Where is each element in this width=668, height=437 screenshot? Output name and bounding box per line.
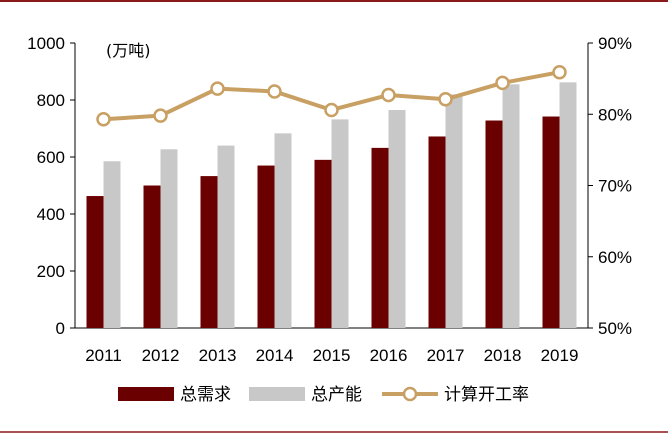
bar-total-capacity xyxy=(388,109,406,328)
left-tick-label: 0 xyxy=(56,319,65,338)
plot-area: 0 200 400 600 800 1000 50% 60% 70% 80% 90% 2011 2012… xyxy=(27,34,632,365)
right-tick-label: 60% xyxy=(598,248,632,267)
left-tick-label: 400 xyxy=(37,205,65,224)
bar-total-demand xyxy=(143,185,161,328)
legend-label-utilization: 计算开工率 xyxy=(444,385,529,405)
left-tick-label: 200 xyxy=(37,262,65,281)
left-tick-label: 800 xyxy=(37,91,65,110)
utilization-point xyxy=(153,108,168,123)
bar-total-capacity xyxy=(160,149,178,328)
left-tick-label: 600 xyxy=(37,148,65,167)
bar-total-capacity xyxy=(274,133,292,328)
bar-total-demand xyxy=(485,120,503,329)
x-tick-label: 2019 xyxy=(541,346,579,365)
x-tick-label: 2015 xyxy=(313,346,351,365)
bar-total-demand xyxy=(86,196,104,328)
utilization-point xyxy=(210,81,225,96)
x-tick-label: 2012 xyxy=(142,346,180,365)
legend-marker-utilization xyxy=(402,386,418,402)
left-tick-label: 1000 xyxy=(27,34,65,53)
bar-total-capacity xyxy=(445,94,463,328)
x-tick-label: 2017 xyxy=(427,346,465,365)
bar-total-demand xyxy=(542,116,560,328)
x-tick-label: 2018 xyxy=(484,346,522,365)
right-tick-label: 90% xyxy=(598,34,632,53)
legend: 总需求 总产能 计算开工率 xyxy=(118,385,529,405)
left-axis-unit-label: (万吨) xyxy=(106,41,151,60)
x-tick-label: 2016 xyxy=(370,346,408,365)
utilization-point xyxy=(381,87,396,103)
utilization-point xyxy=(438,92,453,107)
bar-total-capacity xyxy=(502,84,520,328)
bar-total-capacity xyxy=(217,145,235,328)
x-tick-label: 2013 xyxy=(199,346,237,365)
bar-total-capacity xyxy=(559,82,577,328)
utilization-point xyxy=(96,111,111,127)
bar-total-demand xyxy=(314,159,332,328)
utilization-point xyxy=(552,64,567,80)
utilization-point xyxy=(495,75,510,91)
legend-swatch-total-demand xyxy=(118,387,174,401)
bar-total-demand xyxy=(200,176,218,328)
utilization-point xyxy=(324,102,339,118)
legend-label-total-demand: 总需求 xyxy=(180,385,231,405)
bar-total-capacity xyxy=(103,161,121,328)
x-tick-label: 2011 xyxy=(85,346,122,365)
bar-total-demand xyxy=(371,147,389,328)
right-tick-label: 80% xyxy=(598,105,632,124)
bar-total-capacity xyxy=(331,119,349,328)
right-tick-label: 70% xyxy=(598,177,632,196)
right-tick-label: 50% xyxy=(598,319,632,338)
x-tick-label: 2014 xyxy=(256,346,294,365)
legend-swatch-total-capacity xyxy=(249,387,305,401)
legend-label-total-capacity: 总产能 xyxy=(311,385,362,405)
utilization-point xyxy=(267,84,282,99)
bar-total-demand xyxy=(257,165,275,328)
bar-total-demand xyxy=(428,136,446,328)
